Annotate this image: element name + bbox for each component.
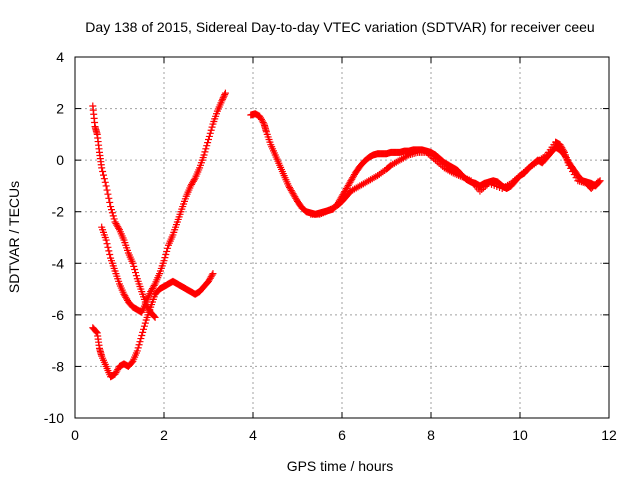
chart-title: Day 138 of 2015, Sidereal Day-to-day VTE… [85,19,594,35]
data-point [206,129,214,137]
data-point [218,97,226,105]
data-point [137,335,145,343]
data-point [151,313,159,321]
data-point [115,224,123,232]
data-point [105,247,113,255]
y-tick-labels: 4 2 0 -2 -4 -6 -8 -10 [44,49,64,426]
data-point [99,167,107,175]
data-point [135,341,143,349]
data-point [110,215,118,223]
data-point [208,271,216,279]
data-point [100,175,108,183]
data-point [208,123,216,131]
data-point [163,247,171,255]
data-point [99,171,107,179]
data-point [593,179,601,187]
data-point [150,312,158,320]
x-tick-label: 4 [249,427,257,443]
y-tick-label: 4 [56,49,64,65]
data-point [138,331,146,339]
series-track-c [89,270,217,381]
data-point [130,262,138,270]
data-point [105,194,113,202]
x-tick-label: 0 [71,427,79,443]
data-point [201,148,209,156]
data-point [560,147,568,155]
y-tick-label: 2 [56,101,64,117]
data-point [102,182,110,190]
data-point [140,322,148,330]
data-point [141,319,149,327]
data-point [102,236,110,244]
data-point [103,240,111,248]
data-point [150,281,158,289]
data-point [200,151,208,159]
data-point [160,257,168,265]
data-point [219,94,227,102]
data-point [133,347,141,355]
y-tick-label: -8 [52,358,65,374]
y-tick-label: -4 [52,255,65,271]
data-point [162,251,170,259]
x-tick-label: 6 [338,427,346,443]
data-point [108,209,116,217]
data-point [190,176,198,184]
y-tick-label: 0 [56,152,64,168]
data-point [219,95,227,103]
data-series [89,89,604,381]
x-tick-label: 12 [601,427,617,443]
data-point [104,190,112,198]
series-track-a [89,102,159,321]
data-point [207,126,215,134]
data-point [220,92,228,100]
data-point [139,328,147,336]
data-point [132,272,140,280]
data-point [107,206,115,214]
x-tick-label: 8 [427,427,435,443]
data-point [202,145,210,153]
data-point [164,244,172,252]
y-axis-label: SDTVAR / TECUs [6,181,22,293]
data-point [106,198,114,206]
data-point [136,338,144,346]
series-track-b [98,89,229,316]
y-tick-label: -6 [52,307,65,323]
x-tick-labels: 0 2 4 6 8 10 12 [71,427,617,443]
data-point [140,325,148,333]
data-point [259,118,267,126]
data-point [209,270,217,278]
data-point [205,132,213,140]
data-point [98,164,106,172]
data-point [221,89,229,97]
data-point [132,269,140,277]
data-point [129,259,137,267]
data-point [92,328,100,336]
x-tick-label: 2 [160,427,168,443]
data-point [109,212,117,220]
data-point [161,254,169,262]
data-point [104,243,112,251]
y-tick-label: -2 [52,204,65,220]
data-point [101,178,109,186]
data-point [107,203,115,211]
data-point [221,91,229,99]
plot-frame [74,56,610,419]
data-point [106,251,114,259]
data-point [205,136,212,144]
data-point [103,186,111,194]
series-track-e [307,138,602,218]
data-point [134,344,142,352]
y-tick-label: -10 [44,410,64,426]
x-axis-label: GPS time / hours [287,458,394,474]
x-tick-label: 10 [512,427,528,443]
data-point [204,139,212,147]
data-point [131,265,139,273]
data-point [203,142,211,150]
data-point [594,178,602,186]
